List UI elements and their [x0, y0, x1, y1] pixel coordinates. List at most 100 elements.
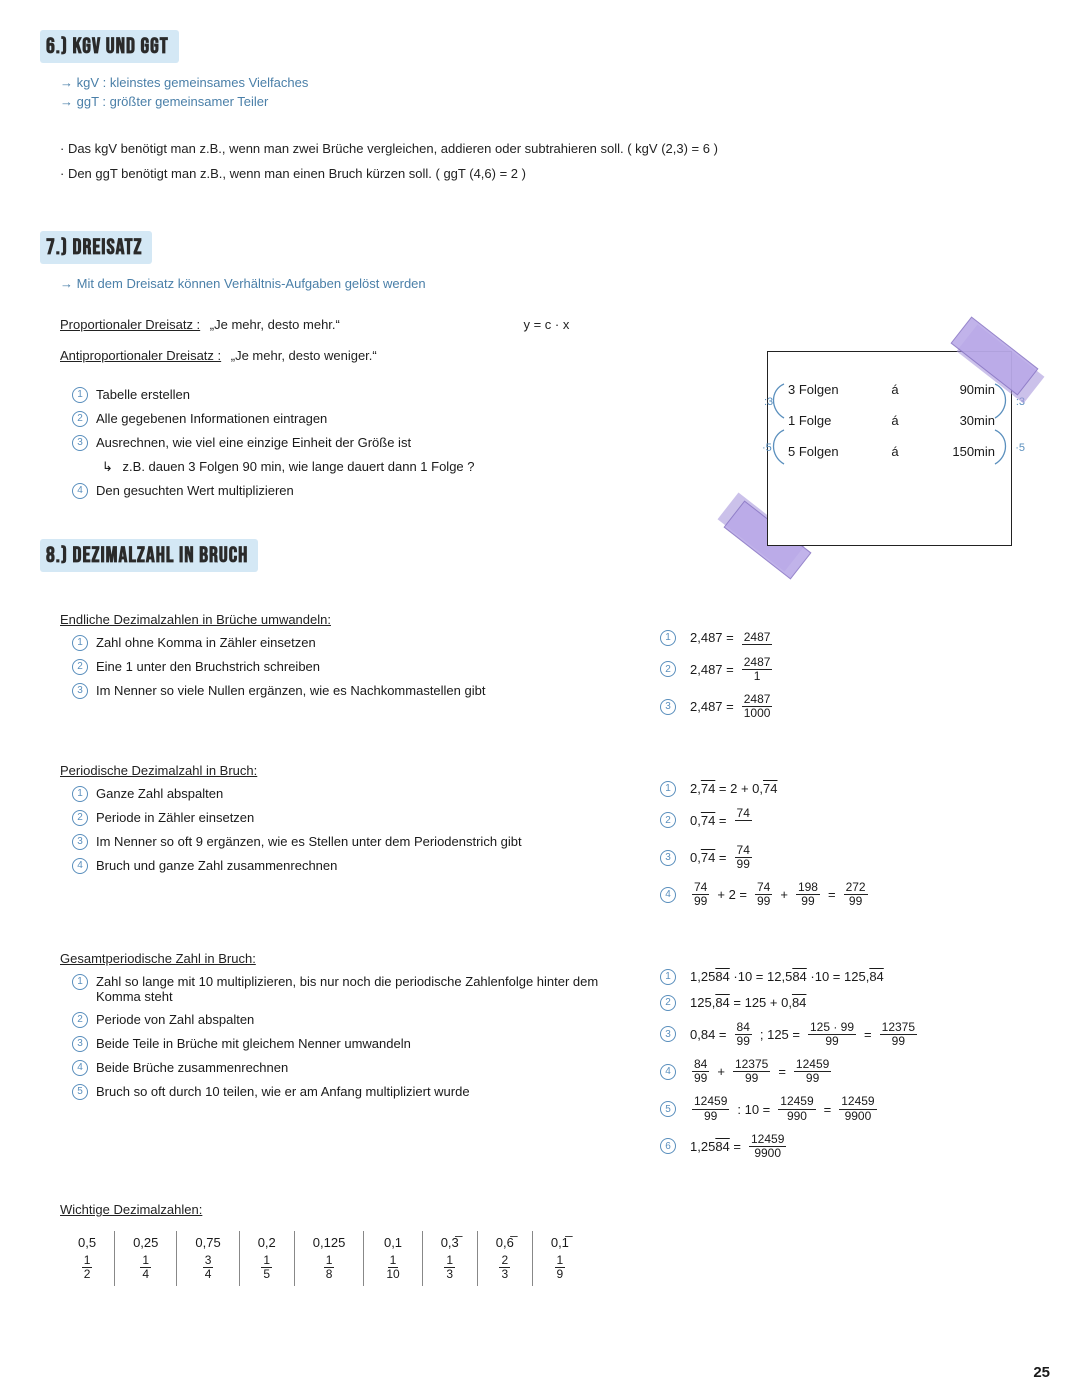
p1-ex1: 12,487 =2487: [660, 630, 1040, 646]
step-number-icon: 3: [72, 683, 88, 699]
step-sub-text: z.B. dauen 3 Folgen 90 min, wie lange da…: [123, 459, 475, 474]
dec-col: 0,12518: [295, 1231, 365, 1285]
note-kgv: → kgV : kleinstes gemeinsames Vielfaches: [60, 75, 1040, 90]
step-text: Ausrechnen, wie viel eine einzige Einhei…: [96, 435, 411, 450]
p3-s1: 1Zahl so lange mit 10 multiplizieren, bi…: [72, 974, 620, 1004]
step-number-icon: 3: [660, 850, 676, 866]
subhead-part3: Gesamtperiodische Zahl in Bruch:: [60, 951, 620, 966]
anti-quote: „Je mehr, desto weniger.“: [231, 348, 377, 363]
part3: Gesamtperiodische Zahl in Bruch: 1Zahl s…: [40, 941, 1040, 1171]
arrow-icon: →: [60, 94, 73, 109]
heading-s8: 8.) Dezimalzahl in Bruch: [40, 539, 258, 572]
op-label: :3: [764, 396, 773, 408]
dec-col: 0,3̅13: [423, 1231, 478, 1285]
step-number-icon: 2: [660, 661, 676, 677]
part2: Periodische Dezimalzahl in Bruch: 1Ganze…: [40, 753, 1040, 919]
subhead-part4: Wichtige Dezimalzahlen:: [60, 1202, 1040, 1217]
step-number-icon: 6: [660, 1138, 676, 1154]
note-ggt: → ggT : größter gemeinsamer Teiler: [60, 94, 1040, 109]
step-number-icon: 5: [660, 1101, 676, 1117]
step-number-icon: 3: [72, 435, 88, 451]
prop-formula: y = c · x: [523, 313, 569, 338]
dec-col: 0,1110: [364, 1231, 422, 1285]
text-ggt-usage: · Den ggT benötigt man z.B., wenn man ei…: [60, 162, 1040, 187]
p1-step1: 1Zahl ohne Komma in Zähler einsetzen: [72, 635, 620, 651]
step-number-icon: 1: [660, 781, 676, 797]
note-text: kgV : kleinstes gemeinsames Vielfaches: [77, 75, 309, 90]
heading-s7: 7.) Dreisatz: [40, 231, 152, 264]
step-number-icon: 2: [72, 1012, 88, 1028]
p2-ex3: 30,74 =7499: [660, 844, 1040, 871]
step-number-icon: 3: [72, 1036, 88, 1052]
dec-col: 0,215: [240, 1231, 295, 1285]
p2-s1: 1Ganze Zahl abspalten: [72, 786, 620, 802]
subhead-part1: Endliche Dezimalzahlen in Brüche umwande…: [60, 612, 620, 627]
prop-quote: „Je mehr, desto mehr.“: [210, 317, 340, 332]
dec-col: 0,512: [60, 1231, 115, 1285]
anti-label: Antiproportionaler Dreisatz :: [60, 348, 221, 363]
step-number-icon: 1: [72, 635, 88, 651]
step-number-icon: 4: [660, 1064, 676, 1080]
dec-col: 0,1̅19: [533, 1231, 587, 1285]
dec-col: 0,6̅23: [478, 1231, 533, 1285]
p1-step2: 2Eine 1 unter den Bruchstrich schreiben: [72, 659, 620, 675]
step-text: Alle gegebenen Informationen eintragen: [96, 411, 327, 426]
p2-ex2: 20,74 =74: [660, 807, 1040, 834]
card-row-2: 1 Folgeá30min: [788, 413, 995, 428]
subhead-part2: Periodische Dezimalzahl in Bruch:: [60, 763, 620, 778]
op-label: ·5: [1015, 442, 1025, 454]
step-text: Tabelle erstellen: [96, 387, 190, 402]
step-text: Den gesuchten Wert multiplizieren: [96, 483, 294, 498]
step-number-icon: 1: [72, 974, 88, 990]
p2-s3: 3Im Nenner so oft 9 ergänzen, wie es Ste…: [72, 834, 620, 850]
p3-ex6: 6 1,2584 = 124599900: [660, 1133, 1040, 1160]
p3-ex2: 2125,84 = 125 + 0,84: [660, 995, 1040, 1011]
section-dezimal: 8.) Dezimalzahl in Bruch Endliche Dezima…: [40, 539, 1040, 1286]
p1-ex2: 22,487 =24871: [660, 656, 1040, 683]
text-kgv-usage: · Das kgV benötigt man z.B., wenn man zw…: [60, 137, 1040, 162]
page-number: 25: [1033, 1364, 1050, 1381]
p2-ex1: 12,74 = 2 + 0,74: [660, 781, 1040, 797]
p3-s5: 5Bruch so oft durch 10 teilen, wie er am…: [72, 1084, 620, 1100]
p3-s4: 4Beide Brüche zusammenrechnen: [72, 1060, 620, 1076]
step-number-icon: 4: [72, 858, 88, 874]
decimals-table: 0,5120,25140,75340,2150,125180,11100,3̅1…: [60, 1231, 1040, 1285]
step-number-icon: 3: [660, 1026, 676, 1042]
p2-s2: 2Periode in Zähler einsetzen: [72, 810, 620, 826]
arrow-icon: →: [60, 75, 73, 90]
card-row-3: 5 Folgená150min: [788, 444, 995, 459]
step-number-icon: 2: [72, 411, 88, 427]
prop-label: Proportionaler Dreisatz :: [60, 317, 200, 332]
p3-ex5: 5 1245999 : 10 = 12459990 = 124599900: [660, 1095, 1040, 1122]
step-number-icon: 2: [660, 995, 676, 1011]
step-number-icon: 2: [72, 659, 88, 675]
p1-ex3: 32,487 =24871000: [660, 693, 1040, 720]
p3-ex4: 4 8499 + 1237599 = 1245999: [660, 1058, 1040, 1085]
p3-s3: 3Beide Teile in Brüche mit gleichem Nenn…: [72, 1036, 620, 1052]
dec-col: 0,2514: [115, 1231, 177, 1285]
step-number-icon: 1: [660, 969, 676, 985]
step-number-icon: 3: [72, 834, 88, 850]
part1: Endliche Dezimalzahlen in Brüche umwande…: [40, 602, 1040, 731]
note-text: ggT : größter gemeinsamer Teiler: [77, 94, 269, 109]
p3-ex3: 3 0,84 = 8499 ; 125 = 125 · 9999 = 12375…: [660, 1021, 1040, 1048]
step-number-icon: 1: [660, 630, 676, 646]
step-number-icon: 2: [72, 810, 88, 826]
heading-s6: 6.) kgV und ggT: [40, 30, 179, 63]
dec-col: 0,7534: [177, 1231, 239, 1285]
step-number-icon: 4: [72, 1060, 88, 1076]
step-number-icon: 4: [72, 483, 88, 499]
op-label: ·5: [762, 442, 772, 454]
card-frame: 3 Folgená90min 1 Folgeá30min 5 Folgená15…: [767, 351, 1012, 546]
card-row-1: 3 Folgená90min: [788, 382, 995, 397]
step-number-icon: 1: [72, 387, 88, 403]
p2-ex4: 4 7499 + 2 = 7499 + 19899 = 27299: [660, 881, 1040, 908]
step-number-icon: 4: [660, 887, 676, 903]
step-number-icon: 1: [72, 786, 88, 802]
p1-step3: 3Im Nenner so viele Nullen ergänzen, wie…: [72, 683, 620, 699]
section-kgv-ggt: 6.) kgV und ggT → kgV : kleinstes gemein…: [40, 30, 1040, 186]
p3-s2: 2Periode von Zahl abspalten: [72, 1012, 620, 1028]
p3-ex1: 11,2584 ·10 = 12,584 ·10 = 125,84: [660, 969, 1040, 985]
example-card: 3 Folgená90min 1 Folgeá30min 5 Folgená15…: [755, 345, 1025, 545]
p2-s4: 4Bruch und ganze Zahl zusammenrechnen: [72, 858, 620, 874]
